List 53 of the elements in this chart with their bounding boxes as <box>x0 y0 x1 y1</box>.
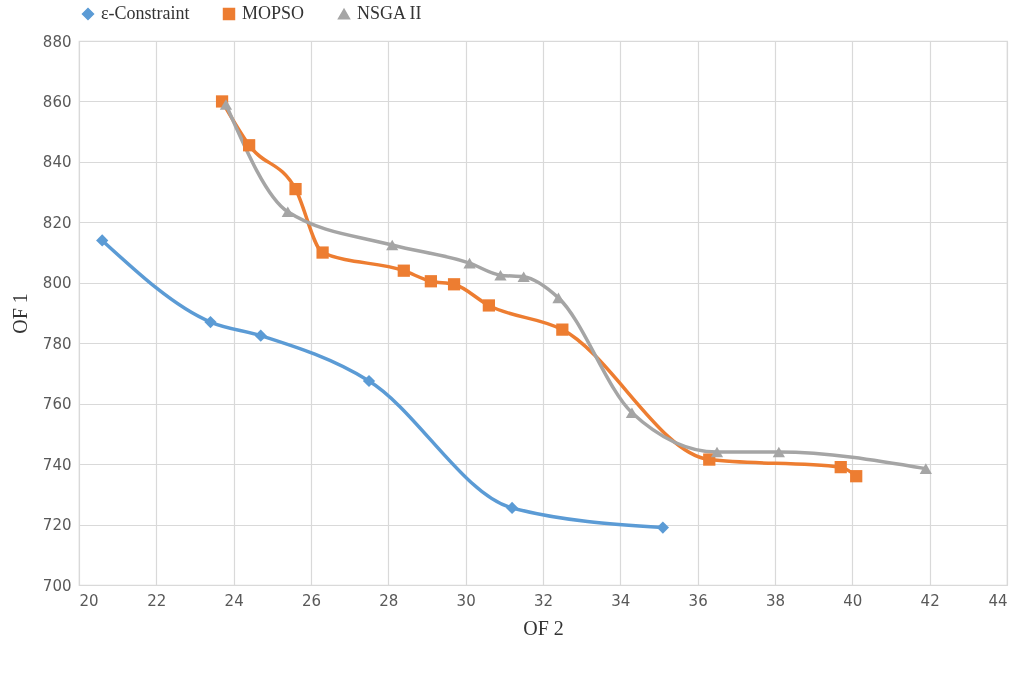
legend-label: NSGA II <box>357 3 422 23</box>
y-tick-label: 720 <box>42 516 72 535</box>
point <box>556 323 569 336</box>
point <box>204 315 217 329</box>
point <box>289 182 302 196</box>
y-tick-label: 840 <box>42 153 72 172</box>
point <box>772 446 785 458</box>
point <box>703 453 716 466</box>
x-tick-label: 22 <box>147 591 167 610</box>
x-tick-label: 42 <box>920 591 940 610</box>
legend-label: MOPSO <box>242 3 305 23</box>
x-tick-label: 40 <box>843 591 863 610</box>
point <box>281 206 294 218</box>
x-axis-title: OF 2 <box>523 616 564 639</box>
y-tick-label: 740 <box>42 455 72 474</box>
x-tick-label: 38 <box>765 591 786 610</box>
point <box>919 463 932 474</box>
point <box>386 239 399 251</box>
point <box>316 246 329 259</box>
y-axis-title: OF 1 <box>8 293 31 334</box>
x-tick-label: 26 <box>301 591 322 610</box>
point <box>219 99 233 110</box>
point <box>850 470 863 483</box>
point <box>424 275 437 288</box>
point <box>397 264 410 277</box>
point <box>834 461 847 474</box>
point <box>362 374 376 388</box>
y-tick-label: 860 <box>42 92 72 111</box>
y-tick-label: 760 <box>42 395 72 414</box>
x-tick-label: 28 <box>379 591 399 610</box>
point <box>710 446 724 458</box>
y-tick-label: 700 <box>42 576 72 595</box>
y-tick-label: 780 <box>42 334 72 353</box>
point <box>254 329 267 342</box>
x-tick-label: 20 <box>79 591 99 610</box>
y-tick-label: 800 <box>42 274 72 293</box>
y-tick-label: 880 <box>42 32 72 51</box>
point <box>494 269 507 281</box>
point <box>243 139 256 152</box>
x-tick-label: 34 <box>611 591 631 610</box>
point <box>447 278 461 291</box>
x-tick-label: 44 <box>988 591 1008 610</box>
x-tick-label: 36 <box>688 591 708 610</box>
point <box>96 234 109 247</box>
point <box>463 257 476 269</box>
point <box>517 271 530 283</box>
x-tick-label: 32 <box>533 591 554 610</box>
x-tick-label: 30 <box>456 591 476 610</box>
legend-label: ε-Constraint <box>101 3 190 23</box>
point <box>482 299 495 312</box>
y-tick-label: 820 <box>42 213 72 232</box>
x-tick-label: 24 <box>224 591 244 610</box>
point <box>505 501 519 515</box>
